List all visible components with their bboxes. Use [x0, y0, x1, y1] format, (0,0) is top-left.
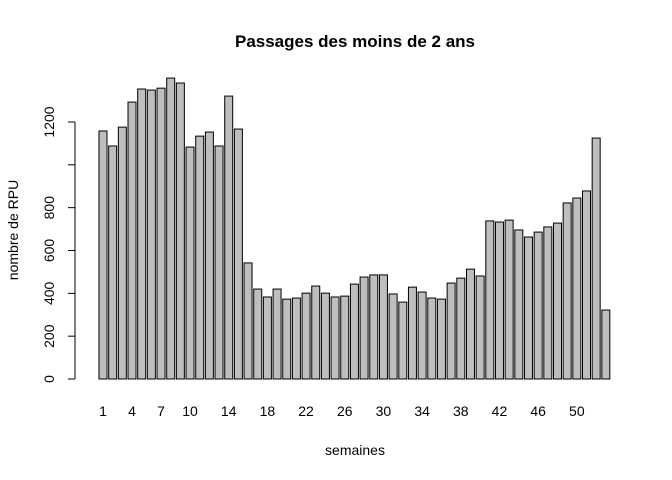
bar [601, 309, 611, 380]
bar [572, 197, 582, 380]
x-tick-label: 10 [182, 403, 198, 419]
x-tick-label: 26 [337, 403, 353, 419]
bar [388, 293, 398, 380]
bar [233, 128, 243, 380]
x-tick-label: 34 [414, 403, 430, 419]
bar [427, 297, 437, 380]
x-tick-label: 42 [492, 403, 508, 419]
x-tick-label: 14 [221, 403, 237, 419]
bar [417, 291, 427, 380]
bar [166, 77, 176, 380]
bar [320, 292, 330, 380]
bar [407, 286, 417, 380]
bar [349, 283, 359, 380]
x-tick-label: 22 [298, 403, 314, 419]
x-tick-label: 30 [376, 403, 392, 419]
bar [494, 221, 504, 380]
bar [282, 298, 292, 380]
bar [98, 130, 108, 380]
x-tick-label: 1 [99, 403, 107, 419]
bar [214, 145, 224, 380]
bar [456, 277, 466, 380]
bar [552, 222, 562, 380]
x-tick-label: 50 [569, 403, 585, 419]
bar [262, 296, 272, 380]
bar [204, 131, 214, 380]
bar [514, 229, 524, 380]
bar [137, 88, 147, 380]
bar [272, 288, 282, 380]
bar [398, 301, 408, 380]
bar [175, 82, 185, 380]
bar [291, 297, 301, 380]
y-tick-label: 800 [41, 196, 57, 220]
bar [582, 190, 591, 380]
bar [185, 146, 195, 380]
bar [562, 202, 572, 380]
bar [146, 89, 156, 380]
chart-title: Passages des moins de 2 ans [235, 32, 475, 51]
bar [465, 268, 475, 380]
bar [369, 274, 379, 380]
x-tick-label: 7 [157, 403, 165, 419]
bar [127, 101, 137, 380]
bar [591, 137, 601, 380]
bar [108, 145, 118, 380]
bar [224, 95, 234, 380]
bar [378, 274, 388, 380]
bar [475, 275, 485, 380]
bar [311, 285, 321, 380]
bar [436, 298, 446, 380]
bar [340, 295, 350, 380]
x-tick-label: 18 [260, 403, 276, 419]
x-tick-label: 4 [128, 403, 136, 419]
bar [543, 226, 553, 380]
y-tick-label: 200 [41, 324, 57, 348]
bar [533, 231, 543, 380]
bar [446, 282, 456, 380]
bar [485, 220, 495, 380]
bar [301, 292, 311, 380]
y-tick-label: 1200 [41, 106, 57, 137]
x-tick-label: 46 [530, 403, 546, 419]
bar [117, 126, 127, 380]
bar [156, 87, 166, 380]
bar [195, 135, 205, 380]
y-tick-label: 600 [41, 239, 57, 263]
y-axis-label: nombre de RPU [5, 180, 21, 280]
y-tick-label: 0 [41, 375, 57, 383]
x-axis-label: semaines [325, 442, 385, 458]
x-tick-label: 38 [453, 403, 469, 419]
bar [330, 296, 340, 380]
y-tick-label: 400 [41, 281, 57, 305]
bar [243, 262, 253, 380]
bar [253, 288, 263, 380]
bar [523, 236, 533, 380]
bar [504, 219, 514, 380]
bar [359, 276, 369, 380]
